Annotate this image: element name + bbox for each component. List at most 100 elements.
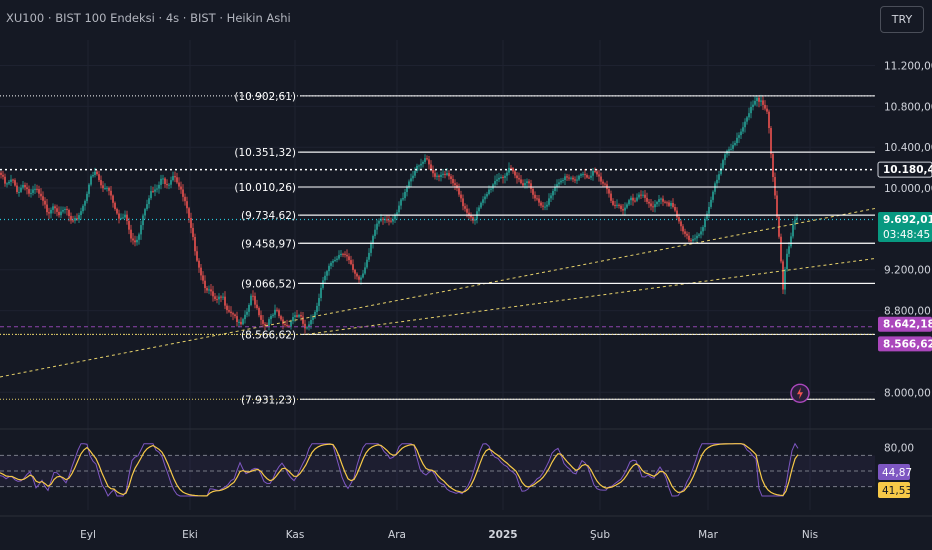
candle-body bbox=[644, 194, 646, 198]
candle-body bbox=[560, 180, 562, 183]
candle-body bbox=[508, 167, 510, 173]
candle-body bbox=[480, 202, 482, 208]
candle-body bbox=[388, 220, 390, 222]
candle-body bbox=[180, 186, 182, 190]
candle-body bbox=[332, 261, 334, 263]
candle-body bbox=[570, 177, 572, 179]
candle-body bbox=[294, 315, 296, 318]
candle-body bbox=[774, 177, 776, 196]
time-axis-label: Eki bbox=[182, 529, 198, 541]
candle-body bbox=[554, 186, 556, 192]
candle-body bbox=[418, 165, 420, 167]
candle-body bbox=[160, 178, 162, 185]
candle-body bbox=[682, 226, 684, 232]
candle-body bbox=[668, 202, 670, 206]
candle-body bbox=[460, 194, 462, 199]
candle-body bbox=[10, 179, 12, 182]
candle-body bbox=[30, 192, 32, 194]
price-axis-label: 9.200,00 bbox=[884, 265, 931, 277]
candle-body bbox=[14, 180, 16, 186]
candle-body bbox=[12, 179, 14, 181]
fib-levels[interactable]: (10.902,61) (10.351,32) (10.010,26) (9.734,… bbox=[0, 91, 875, 406]
candle-body bbox=[250, 295, 252, 305]
price-axis-label: 10.000,00 bbox=[884, 183, 932, 195]
candle-body bbox=[216, 299, 218, 301]
candle-body bbox=[340, 253, 342, 256]
candles bbox=[0, 94, 798, 334]
fib-label: (9.066,52) bbox=[241, 278, 296, 290]
candle-body bbox=[54, 206, 56, 209]
candle-body bbox=[366, 259, 368, 268]
candle-body bbox=[454, 183, 456, 186]
rsi-tag-bg bbox=[878, 464, 910, 480]
candle-body bbox=[64, 208, 66, 210]
candle-body bbox=[92, 174, 94, 177]
candle-body bbox=[712, 191, 714, 200]
currency-button[interactable]: TRY bbox=[880, 6, 924, 33]
candle-body bbox=[768, 111, 770, 129]
candle-body bbox=[538, 198, 540, 203]
candle-body bbox=[714, 183, 716, 192]
candle-body bbox=[344, 253, 346, 255]
candle-body bbox=[718, 174, 720, 180]
candle-body bbox=[452, 178, 454, 184]
candle-body bbox=[680, 221, 682, 227]
candle-body bbox=[112, 195, 114, 203]
candle-body bbox=[36, 188, 38, 190]
candle-body bbox=[628, 200, 630, 205]
candle-body bbox=[238, 321, 240, 323]
lightning-icon[interactable] bbox=[790, 383, 810, 403]
candle-body bbox=[414, 171, 416, 176]
candle-body bbox=[502, 176, 504, 178]
price-axis[interactable]: 11.200,00 10.800,00 10.400,00 10.000,00 9.20… bbox=[884, 61, 932, 400]
candle-body bbox=[46, 204, 48, 213]
candle-body bbox=[202, 275, 204, 281]
candle-body bbox=[78, 215, 80, 220]
rsi-panel[interactable]: 80,00 44,87 41,53 bbox=[0, 428, 932, 498]
candle-body bbox=[634, 200, 636, 202]
candle-body bbox=[692, 239, 694, 241]
candle-body bbox=[514, 171, 516, 176]
candle-body bbox=[84, 201, 86, 206]
price-tag-label: 10.180,41 bbox=[883, 164, 932, 176]
candle-body bbox=[316, 305, 318, 312]
candle-body bbox=[396, 212, 398, 215]
candle-body bbox=[458, 188, 460, 195]
candle-body bbox=[650, 203, 652, 207]
price-tag: 8.642,18 bbox=[878, 316, 932, 332]
candle-body bbox=[618, 204, 620, 206]
candle-body bbox=[470, 215, 472, 218]
candle-body bbox=[32, 189, 34, 193]
candle-body bbox=[320, 287, 322, 299]
rsi-axis-label: 80,00 bbox=[884, 443, 914, 455]
candle-body bbox=[310, 319, 312, 325]
candle-body bbox=[114, 202, 116, 209]
candle-body bbox=[290, 321, 292, 327]
candle-body bbox=[764, 104, 766, 109]
candle-body bbox=[246, 311, 248, 315]
candle-body bbox=[540, 202, 542, 206]
time-axis-label: Ara bbox=[388, 529, 406, 541]
candle-body bbox=[4, 176, 6, 184]
candle-body bbox=[724, 154, 726, 161]
candle-body bbox=[578, 175, 580, 180]
candle-body bbox=[420, 163, 422, 166]
candle-body bbox=[672, 202, 674, 207]
candle-body bbox=[298, 314, 300, 317]
candle-body bbox=[612, 200, 614, 205]
candle-body bbox=[76, 218, 78, 220]
candle-body bbox=[386, 219, 388, 221]
candle-body bbox=[128, 221, 130, 230]
candle-body bbox=[630, 197, 632, 201]
candle-body bbox=[50, 209, 52, 214]
candle-body bbox=[582, 174, 584, 176]
candle-body bbox=[532, 189, 534, 195]
time-axis[interactable]: Eyl Eki Kas Ara 2025 Şub Mar Nis bbox=[0, 515, 932, 541]
candle-body bbox=[164, 178, 166, 185]
price-axis-label: 10.800,00 bbox=[884, 101, 932, 113]
candle-body bbox=[200, 267, 202, 276]
candle-body bbox=[368, 252, 370, 260]
candle-body bbox=[616, 204, 618, 206]
trend-line[interactable] bbox=[0, 207, 876, 378]
